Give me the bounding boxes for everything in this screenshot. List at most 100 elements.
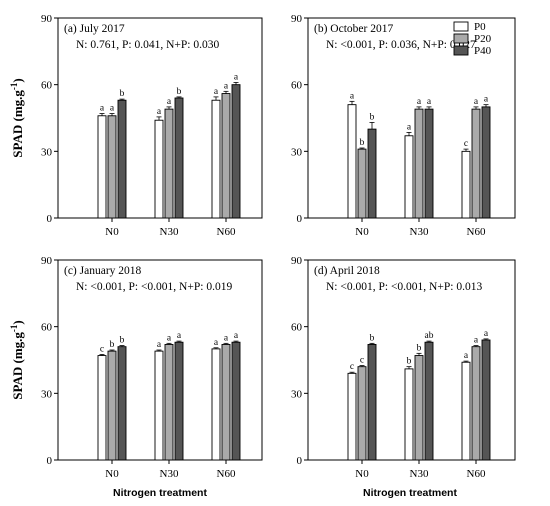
bar-p20-n0 [107, 115, 117, 219]
bar-p20-n0 [107, 350, 117, 461]
y-tick-label: 30 [41, 146, 53, 158]
significance-letter: b [177, 87, 182, 97]
bar-p0-n0 [347, 104, 357, 219]
x-axis-label: Nitrogen treatment [113, 487, 207, 499]
bar-p0-n30 [154, 350, 164, 461]
bar-p40-n0 [367, 343, 377, 461]
significance-letter: b [417, 343, 422, 353]
significance-letter: a [224, 81, 229, 91]
x-tick-label: N30 [160, 468, 179, 480]
significance-letter: a [224, 333, 229, 343]
significance-letter: a [484, 95, 489, 105]
y-tick-label: 0 [297, 213, 303, 225]
bar-p40-n30 [174, 341, 184, 461]
bar-p20-n30 [164, 343, 174, 461]
significance-letter: a [157, 340, 162, 350]
bar-p40-n60 [231, 341, 241, 461]
significance-letter: a [177, 331, 182, 341]
y-tick-label: 90 [41, 13, 53, 25]
significance-letter: a [474, 97, 479, 107]
significance-letter: a [484, 329, 489, 339]
legend-swatch-p40 [453, 45, 469, 56]
x-tick-label: N0 [105, 226, 119, 238]
x-tick-label: N60 [467, 468, 486, 480]
significance-letter: b [370, 333, 375, 343]
x-tick-label: N60 [467, 226, 486, 238]
bar-p20-n30 [164, 108, 174, 219]
y-axis-label-end: ) [10, 78, 25, 82]
stats-text: N: <0.001, P: <0.001, N+P: 0.013 [326, 281, 482, 293]
significance-letter: b [360, 138, 365, 148]
y-axis-label-main: SPAD (mg.g [10, 332, 25, 400]
bar-p20-n0 [357, 366, 367, 461]
y-tick-label: 30 [291, 146, 303, 158]
bar-p40-n60 [231, 84, 241, 219]
bar-p20-n0 [357, 148, 367, 219]
bar-p0-n60 [211, 99, 221, 219]
y-axis-label-sup: -1 [9, 82, 19, 90]
y-tick-label: 90 [291, 13, 303, 25]
bar-p40-n30 [424, 108, 434, 219]
y-tick-label: 0 [297, 455, 303, 467]
bar-p40-n0 [117, 346, 127, 461]
significance-letter: a [427, 97, 432, 107]
y-tick-label: 0 [47, 213, 53, 225]
x-tick-label: N60 [217, 468, 236, 480]
x-tick-label: N0 [105, 468, 119, 480]
bar-p20-n30 [414, 355, 424, 461]
significance-letter: a [417, 97, 422, 107]
stats-text: N: <0.001, P: 0.036, N+P: 0.027 [326, 39, 476, 51]
bar-p0-n30 [404, 368, 414, 461]
bar-p0-n0 [97, 115, 107, 219]
y-tick-label: 90 [41, 255, 53, 267]
x-tick-label: N30 [160, 226, 179, 238]
x-tick-label: N0 [355, 226, 369, 238]
y-tick-label: 0 [47, 455, 53, 467]
bar-p40-n60 [481, 339, 491, 461]
legend-label-p20: P20 [474, 33, 492, 45]
significance-letter: b [110, 340, 115, 350]
bar-p40-n60 [481, 106, 491, 219]
significance-letter: a [167, 333, 172, 343]
x-tick-label: N0 [355, 468, 369, 480]
significance-letter: a [234, 331, 239, 341]
y-axis-label-main: SPAD (mg.g [10, 90, 25, 158]
significance-letter: c [360, 356, 364, 366]
panel-title: (c) January 2018 [64, 265, 142, 277]
x-tick-label: N30 [410, 468, 429, 480]
significance-letter: a [407, 122, 412, 132]
significance-letter: c [100, 344, 104, 354]
bar-p20-n60 [471, 346, 481, 461]
bar-p20-n60 [221, 343, 231, 461]
bar-p0-n0 [97, 355, 107, 461]
bar-p40-n0 [367, 128, 377, 219]
significance-letter: a [110, 104, 115, 114]
bar-p20-n60 [221, 93, 231, 219]
y-tick-label: 60 [291, 80, 303, 92]
y-axis-label: SPAD (mg.g-1) [9, 78, 25, 157]
bar-p0-n30 [154, 119, 164, 219]
significance-letter: c [350, 362, 354, 372]
y-axis-label-end: ) [10, 320, 25, 324]
x-tick-label: N60 [217, 226, 236, 238]
significance-letter: a [350, 91, 355, 101]
bar-p40-n0 [117, 99, 127, 219]
significance-letter: b [370, 112, 375, 122]
legend-label-p0: P0 [474, 21, 486, 33]
significance-letter: b [120, 89, 125, 99]
bar-p0-n60 [461, 150, 471, 219]
legend-label-p40: P40 [474, 45, 492, 57]
legend-swatch-p0 [453, 21, 469, 32]
panel-title: (d) April 2018 [314, 265, 380, 277]
y-tick-label: 60 [41, 322, 53, 334]
panel-title: (a) July 2017 [64, 23, 125, 35]
x-axis-label: Nitrogen treatment [363, 487, 457, 499]
bar-p0-n0 [347, 372, 357, 461]
significance-letter: a [234, 72, 239, 82]
